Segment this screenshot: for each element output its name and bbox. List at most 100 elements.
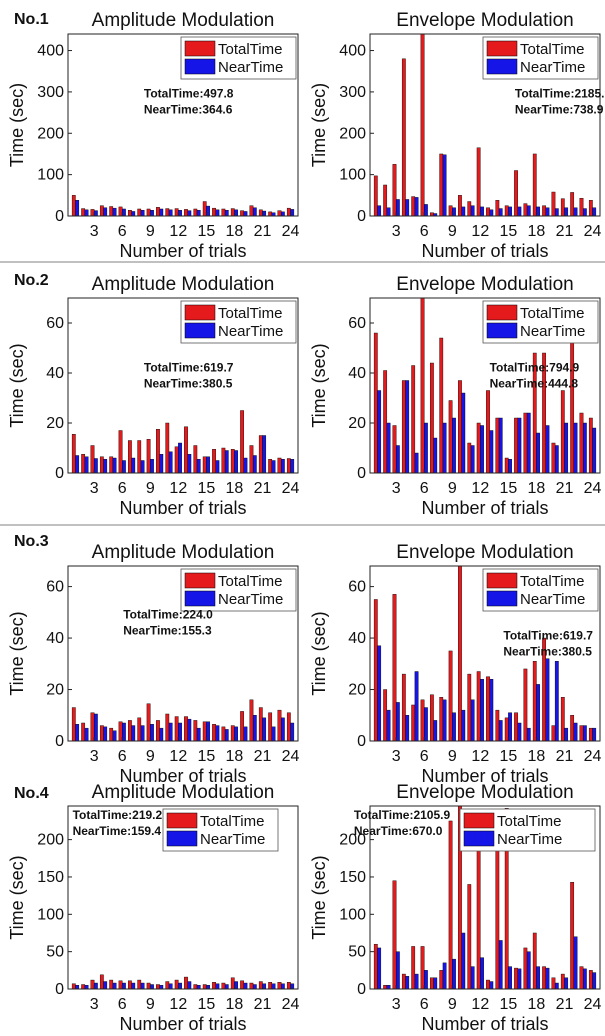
- bar-neartime: [168, 722, 173, 742]
- bar-totaltime: [249, 982, 254, 990]
- bar-totaltime: [146, 982, 151, 990]
- bar-totaltime: [458, 565, 462, 742]
- bar-neartime: [554, 661, 559, 742]
- x-tick-label: 15: [197, 748, 215, 765]
- bar-neartime: [536, 206, 540, 217]
- x-axis-label: Number of trials: [119, 1014, 246, 1034]
- x-tick-label: 12: [471, 480, 489, 497]
- bar-neartime: [564, 207, 569, 217]
- bar-totaltime: [551, 191, 556, 217]
- bar-totaltime: [467, 673, 472, 742]
- chart-8: Envelope Modulation 0 50 100 150 200 3 6 9 12 15 18…: [309, 782, 602, 1034]
- y-tick-label: 200: [37, 832, 64, 849]
- bar-totaltime: [532, 661, 537, 742]
- bar-neartime: [84, 456, 89, 474]
- x-tick-label: 18: [528, 480, 546, 497]
- bar-totaltime: [258, 435, 263, 474]
- bar-totaltime: [383, 689, 388, 742]
- bar-neartime: [461, 932, 466, 990]
- bar-neartime: [103, 981, 108, 990]
- bar-neartime: [489, 430, 494, 474]
- bar-totaltime: [221, 982, 226, 990]
- x-tick-label: 18: [226, 480, 244, 497]
- bar-neartime: [150, 210, 154, 217]
- bar-neartime: [442, 699, 447, 742]
- bar-neartime: [508, 712, 512, 742]
- bar-neartime: [206, 985, 210, 990]
- bar-neartime: [386, 422, 391, 474]
- bar-neartime: [93, 713, 98, 742]
- x-tick-label: 24: [584, 223, 602, 240]
- legend-label: NearTime: [200, 831, 265, 848]
- bar-totaltime: [109, 727, 114, 742]
- bar-totaltime: [128, 440, 132, 474]
- y-tick-label: 60: [46, 315, 64, 332]
- bar-totaltime: [430, 362, 434, 474]
- bar-neartime: [414, 671, 419, 742]
- bar-totaltime: [551, 442, 556, 474]
- bar-totaltime: [258, 707, 263, 742]
- bar-totaltime: [514, 417, 518, 474]
- bar-neartime: [377, 390, 382, 474]
- bar-totaltime: [212, 982, 216, 990]
- bar-neartime: [470, 699, 475, 742]
- x-tick-label: 12: [471, 996, 489, 1013]
- bar-neartime: [536, 966, 540, 990]
- y-tick-label: 50: [46, 944, 64, 961]
- x-tick-label: 6: [420, 748, 429, 765]
- bar-neartime: [290, 209, 295, 217]
- bar-totaltime: [495, 709, 500, 742]
- annotation-near-time: NearTime:155.3: [123, 624, 212, 638]
- x-tick-label: 21: [254, 996, 272, 1013]
- x-tick-label: 6: [118, 996, 127, 1013]
- annotation-total-time: TotalTime:794.9: [490, 361, 580, 375]
- x-tick-label: 6: [420, 480, 429, 497]
- bar-neartime: [573, 422, 578, 474]
- x-axis-label: Number of trials: [421, 241, 548, 261]
- x-tick-label: 6: [118, 223, 127, 240]
- y-tick-label: 300: [339, 84, 366, 101]
- bar-neartime: [196, 210, 201, 217]
- legend-swatch: [184, 58, 216, 75]
- bar-neartime: [395, 445, 400, 474]
- bar-totaltime: [268, 459, 273, 474]
- bar-totaltime: [411, 365, 416, 474]
- bar-neartime: [224, 450, 229, 474]
- bar-totaltime: [268, 712, 273, 742]
- bar-neartime: [215, 209, 220, 217]
- bar-neartime: [489, 679, 494, 742]
- bar-neartime: [498, 940, 503, 990]
- x-tick-label: 18: [528, 223, 546, 240]
- bar-totaltime: [118, 206, 123, 217]
- plot-frame: [67, 565, 299, 742]
- legend-swatch: [486, 304, 518, 321]
- bar-totaltime: [193, 445, 198, 474]
- annotation-near-time: NearTime:738.9: [515, 103, 604, 117]
- bar-totaltime: [249, 205, 254, 217]
- x-tick-label: 9: [146, 223, 155, 240]
- bar-neartime: [564, 422, 569, 474]
- x-tick-label: 21: [254, 480, 272, 497]
- x-axis-label: Number of trials: [119, 766, 246, 786]
- bar-totaltime: [439, 153, 444, 217]
- x-tick-label: 9: [146, 996, 155, 1013]
- x-tick-label: 6: [118, 748, 127, 765]
- bar-neartime: [103, 207, 108, 217]
- bar-neartime: [84, 727, 89, 742]
- legend-label: TotalTime: [218, 573, 282, 590]
- bar-totaltime: [411, 946, 416, 990]
- x-tick-label: 18: [226, 748, 244, 765]
- bar-totaltime: [118, 721, 123, 742]
- bar-neartime: [93, 210, 98, 217]
- bar-neartime: [554, 982, 559, 990]
- y-tick-label: 20: [46, 415, 64, 432]
- bar-totaltime: [420, 946, 425, 990]
- legend-label: NearTime: [218, 323, 283, 340]
- legend-swatch: [184, 572, 216, 589]
- y-tick-label: 200: [339, 832, 366, 849]
- x-tick-label: 15: [197, 480, 215, 497]
- bar-totaltime: [560, 697, 565, 742]
- bar-totaltime: [212, 724, 216, 742]
- bar-totaltime: [373, 175, 378, 217]
- y-tick-label: 60: [46, 579, 64, 596]
